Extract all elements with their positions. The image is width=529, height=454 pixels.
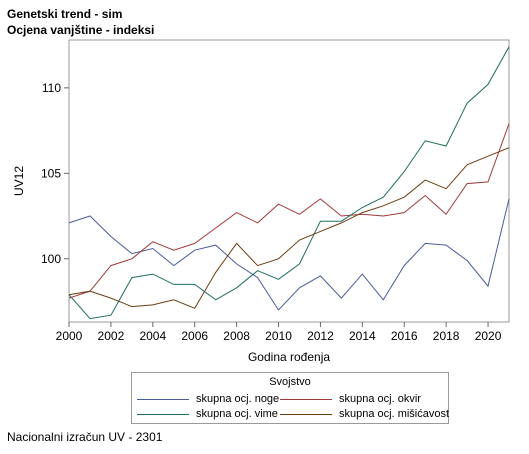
legend-title: Svojstvo bbox=[269, 376, 311, 388]
series-line-misicavost bbox=[68, 147, 510, 309]
x-tick-label: 2008 bbox=[223, 329, 250, 343]
x-tick-label: 2006 bbox=[181, 329, 208, 343]
legend: Svojstvo skupna ocj. noge skupna ocj. ok… bbox=[131, 372, 449, 424]
y-axis-label: UV12 bbox=[12, 166, 26, 196]
x-tick-label: 2012 bbox=[307, 329, 334, 343]
legend-label-okvir: skupna ocj. okvir bbox=[339, 393, 421, 405]
x-tick-label: 2004 bbox=[139, 329, 166, 343]
plot-frame bbox=[68, 39, 510, 323]
y-tick-label: 105 bbox=[41, 166, 61, 180]
y-axis: 100 105 110 bbox=[41, 81, 69, 266]
x-tick-label: 2018 bbox=[433, 329, 460, 343]
legend-swatch-misicavost bbox=[280, 413, 332, 415]
chart-subtitle: Ocjena vanjštine - indeksi bbox=[7, 23, 155, 37]
series-line-okvir bbox=[68, 123, 510, 299]
legend-swatch-vime bbox=[137, 413, 189, 415]
x-tick-label: 2000 bbox=[56, 329, 83, 343]
legend-item-noge: skupna ocj. noge bbox=[137, 393, 279, 405]
legend-label-noge: skupna ocj. noge bbox=[196, 393, 280, 405]
legend-item-okvir: skupna ocj. okvir bbox=[280, 393, 421, 405]
series-lines bbox=[68, 46, 510, 320]
legend-item-vime: skupna ocj. vime bbox=[137, 408, 278, 420]
x-tick-label: 2010 bbox=[265, 329, 292, 343]
series-line-vime bbox=[68, 46, 510, 320]
legend-item-misicavost: skupna ocj. mišićavost bbox=[280, 408, 449, 420]
x-tick-label: 2014 bbox=[349, 329, 376, 343]
x-tick-label: 2016 bbox=[391, 329, 418, 343]
chart-title: Genetski trend - sim bbox=[7, 7, 123, 21]
x-axis: 2000 2002 2004 2006 2008 2010 2012 2014 2016 2018… bbox=[56, 322, 502, 343]
x-tick-label: 2002 bbox=[98, 329, 125, 343]
legend-swatch-noge bbox=[137, 398, 189, 400]
legend-swatch-okvir bbox=[280, 398, 332, 400]
x-axis-label: Godina rođenja bbox=[248, 350, 330, 364]
x-tick-label: 2020 bbox=[475, 329, 502, 343]
legend-label-misicavost: skupna ocj. mišićavost bbox=[339, 408, 450, 420]
legend-label-vime: skupna ocj. vime bbox=[196, 408, 278, 420]
y-tick-label: 100 bbox=[41, 252, 61, 266]
series-line-noge bbox=[68, 198, 510, 311]
footnote: Nacionalni izračun UV - 2301 bbox=[7, 430, 163, 444]
y-tick-label: 110 bbox=[42, 81, 61, 95]
